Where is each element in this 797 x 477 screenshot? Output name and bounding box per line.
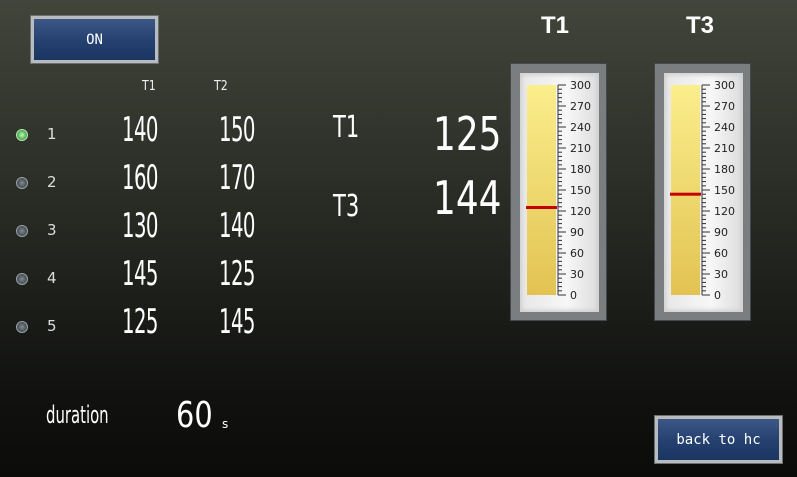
row-number: 1 — [47, 125, 57, 143]
radio-button-4[interactable] — [16, 273, 28, 285]
gauge-tick-label: 0 — [570, 289, 577, 302]
gauge-tick-label: 150 — [570, 184, 591, 197]
preset-t2-value: 150 — [219, 110, 255, 150]
readout-t3-value: 144 — [433, 171, 502, 225]
gauge-tick-label: 300 — [714, 79, 735, 92]
readout-t1-value: 125 — [433, 107, 502, 161]
gauge-tick-label: 30 — [570, 268, 584, 281]
preset-t2-value: 125 — [219, 254, 255, 294]
duration-value: 60 — [176, 395, 213, 436]
row-number: 3 — [47, 221, 57, 239]
back-to-hc-button[interactable]: back to hc — [654, 415, 783, 464]
preset-t2-value: 140 — [219, 206, 255, 246]
duration-unit: s — [222, 417, 229, 431]
gauge-tick-label: 270 — [570, 100, 591, 113]
preset-t1-value: 130 — [122, 206, 158, 246]
gauge-tick-label: 240 — [570, 121, 591, 134]
gauge-tick-label: 30 — [714, 268, 728, 281]
readout-t1-label: T1 — [333, 110, 360, 145]
preset-t1-value: 145 — [122, 254, 158, 294]
gauge-tick-label: 0 — [714, 289, 721, 302]
radio-button-3[interactable] — [16, 225, 28, 237]
preset-t1-value: 125 — [122, 302, 158, 342]
on-button[interactable]: ON — [30, 15, 159, 64]
column-header-t1: T1 — [142, 79, 156, 94]
gauge-bar — [671, 85, 700, 295]
column-header-t2: T2 — [214, 79, 228, 94]
preset-t1-value: 140 — [122, 110, 158, 150]
preset-t1-value: 160 — [122, 158, 158, 198]
row-number: 2 — [47, 173, 57, 191]
preset-t2-value: 170 — [219, 158, 255, 198]
radio-button-1[interactable] — [16, 129, 28, 141]
gauge-tick-label: 210 — [714, 142, 735, 155]
gauge-tick-label: 150 — [714, 184, 735, 197]
readout-t3-label: T3 — [333, 189, 360, 224]
gauge-tick-label: 180 — [570, 163, 591, 176]
radio-button-5[interactable] — [16, 321, 28, 333]
gauge-t1-title: T1 — [541, 12, 570, 39]
gauge-tick-label: 240 — [714, 121, 735, 134]
gauge-tick-label: 120 — [570, 205, 591, 218]
gauge-tick-label: 60 — [570, 247, 584, 260]
gauge-tick-label: 270 — [714, 100, 735, 113]
preset-t2-value: 145 — [219, 302, 255, 342]
gauge-bar — [527, 85, 556, 295]
gauge-tick-label: 210 — [570, 142, 591, 155]
gauge-value-marker — [526, 206, 557, 209]
gauge-tick-label: 180 — [714, 163, 735, 176]
row-number: 4 — [47, 269, 57, 287]
radio-button-2[interactable] — [16, 177, 28, 189]
gauge-tick-label: 120 — [714, 205, 735, 218]
gauge-tick-label: 300 — [570, 79, 591, 92]
duration-label: duration — [46, 401, 109, 429]
gauge-tick-label: 90 — [570, 226, 584, 239]
row-number: 5 — [47, 317, 57, 335]
gauge-t3: 300 270 240 210 180 150 120 90 60 30 0 — [654, 63, 751, 321]
gauge-tick-label: 60 — [714, 247, 728, 260]
gauge-tick-label: 90 — [714, 226, 728, 239]
gauge-value-marker — [670, 192, 701, 196]
gauge-t3-title: T3 — [686, 12, 715, 39]
gauge-t1: 300 270 240 210 180 150 120 90 60 30 0 — [510, 63, 607, 321]
